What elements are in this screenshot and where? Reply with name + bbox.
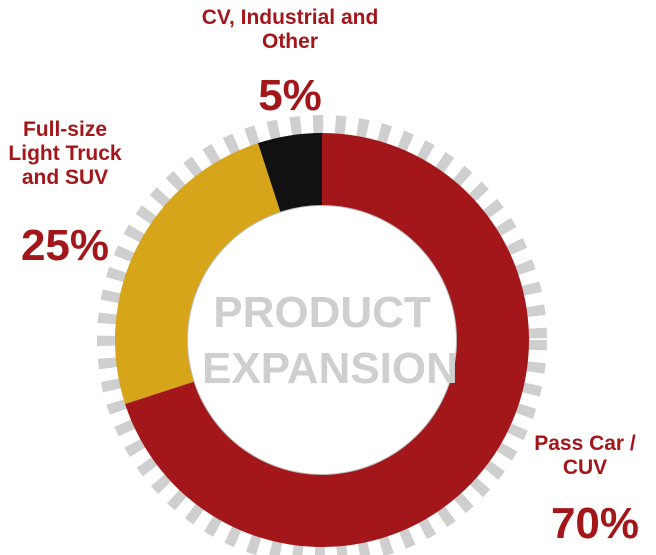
- donut-hole: [188, 206, 456, 474]
- donut-segment: [125, 133, 530, 547]
- donut-segment: [258, 133, 322, 212]
- value-label: 25%: [20, 221, 110, 270]
- gear-teeth: [97, 115, 547, 555]
- donut-segment: [115, 143, 281, 404]
- category-label: Pass Car / CUV: [534, 432, 636, 479]
- category-label: Full-size Light Truck and SUV: [8, 118, 122, 189]
- value-label: 5%: [258, 71, 322, 120]
- value-label: 70%: [550, 499, 640, 548]
- center-label: PRODUCT EXPANSION: [202, 288, 458, 393]
- category-label: CV, Industrial and Other: [201, 6, 379, 53]
